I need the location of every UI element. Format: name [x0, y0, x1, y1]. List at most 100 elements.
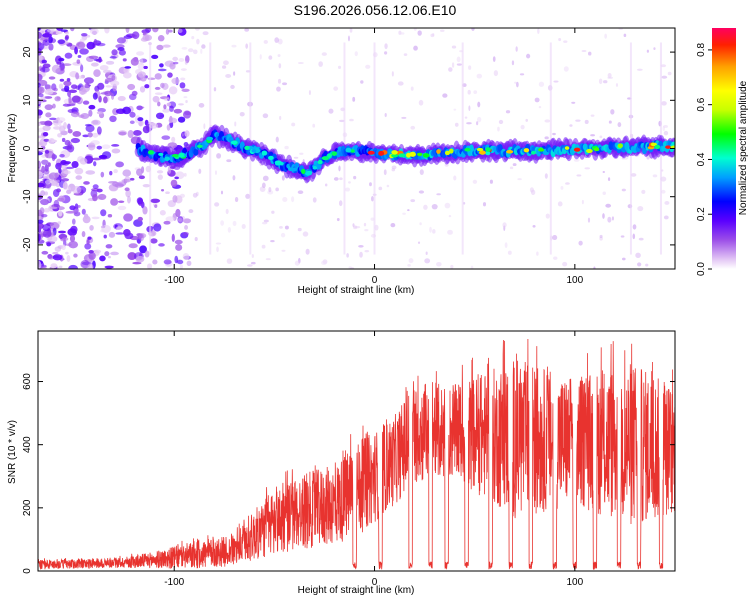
spectrogram-speckle [653, 47, 656, 50]
spectrogram-noise-blob [116, 226, 123, 230]
spectrogram-noise-blob [72, 130, 82, 137]
spectrogram-noise-blob [172, 61, 179, 65]
spectrogram-speckle [538, 105, 542, 109]
colorbar-tick-label: 0.4 [696, 152, 707, 166]
spectrogram-trace-peak [476, 147, 484, 152]
spectrogram-noise-blob [123, 72, 132, 79]
spectrogram-speckle [560, 186, 564, 190]
spectrogram-speckle [605, 203, 612, 208]
spectrogram-speckle [349, 28, 353, 33]
spectrogram-noise-blob [131, 90, 138, 96]
spectrogram-speckle [621, 188, 626, 192]
colorbar-label: Normalized spectral amplitude [738, 80, 749, 215]
spectrogram-speckle [607, 177, 611, 181]
spectrogram-trace-peak [230, 140, 238, 145]
spectrogram-noise-blob [105, 85, 113, 88]
spectrogram-noise-blob [170, 179, 178, 188]
spectrogram-noise-blob [112, 181, 119, 187]
spectrogram-speckle [505, 110, 511, 114]
spectrogram-speckle [607, 76, 614, 79]
spectrogram-noise-blob [75, 175, 83, 180]
spectrogram-speckle [268, 186, 272, 193]
spectrogram-speckle [177, 28, 183, 34]
spectrogram-noise-blob [47, 235, 58, 243]
colorbar-tick-label: 0.0 [696, 262, 707, 276]
spectrogram-speckle [262, 175, 269, 182]
spectrogram-speckle [636, 68, 643, 71]
spectrogram-noise-blob [72, 218, 76, 225]
spectrogram-speckle [225, 74, 232, 78]
spectrogram-speckle [293, 156, 299, 159]
spectrogram-noise-blob [122, 58, 127, 62]
spectrogram-speckle [563, 66, 569, 72]
spectrogram-noise-blob [138, 233, 145, 241]
spectrogram-noise-blob [177, 259, 184, 265]
spectrogram-noise-blob [69, 234, 76, 243]
spectrogram-noise-blob [105, 244, 113, 249]
spectrogram-noise-blob [109, 170, 113, 176]
spectrogram-noise-blob [125, 189, 131, 198]
spectrogram-noise-blob [68, 264, 78, 269]
spectrogram-noise-blob [85, 124, 95, 133]
spectrogram-noise-blob [158, 243, 165, 247]
spectrogram-noise-blob [181, 88, 190, 92]
spectrogram-noise-blob [124, 187, 130, 192]
spectrogram-speckle [552, 132, 556, 136]
spectrogram-noise-blob [47, 162, 51, 167]
spectrogram-noise-blob [86, 239, 90, 245]
spectrogram-speckle [371, 196, 374, 202]
spectrogram-noise-blob [104, 251, 110, 257]
spectrogram-noise-blob [96, 145, 103, 150]
spectrogram-noise-blob [169, 115, 173, 124]
spectrogram-noise-blob [100, 229, 105, 233]
spectrogram-speckle [291, 122, 296, 127]
spectrogram-noise-blob [77, 204, 81, 208]
spectrogram-noise-blob [117, 205, 127, 211]
spectrogram-noise-blob [40, 66, 50, 73]
spectrogram-noise-blob [80, 64, 84, 73]
spectrogram-noise-blob [68, 240, 79, 249]
spectrogram-speckle [263, 40, 268, 44]
spectrogram-noise-blob [48, 36, 53, 44]
spectrogram-noise-blob [96, 126, 102, 135]
spectrogram-noise-blob [44, 104, 54, 111]
spectrogram-noise-blob [84, 123, 92, 127]
snr-x-label: Height of straight line (km) [298, 585, 415, 596]
spectrogram-x-ticks: -100 0 100 [164, 28, 584, 286]
spectrogram-speckle [407, 209, 410, 212]
spectrogram-noise-blob [154, 204, 158, 208]
spectrogram-speckle [425, 251, 428, 256]
spectrogram-noise-blob [175, 208, 181, 218]
spectrogram-noise-blob [68, 98, 73, 105]
spectrogram-noise-blob [58, 83, 64, 90]
spectrogram-noise-blob [92, 92, 98, 100]
spectrogram-speckle [511, 60, 515, 66]
spectrogram-speckle [661, 75, 668, 79]
spectrogram-speckle [241, 224, 246, 230]
spectrogram-speckle [263, 219, 269, 223]
spectrogram-noise-blob [98, 154, 108, 159]
spectrogram-speckle [383, 169, 387, 176]
spectrogram-noise-blob [38, 93, 44, 98]
spectrogram-speckle [456, 56, 461, 63]
spectrogram-speckle [408, 258, 414, 264]
spectrogram-speckle [401, 116, 407, 119]
spectrogram-speckle [515, 46, 518, 52]
spectrogram-noise-blob [132, 129, 142, 136]
spectrogram-noise-blob [88, 55, 99, 59]
spectrogram-speckle [552, 235, 558, 241]
spectrogram-noise-blob [168, 86, 178, 95]
spectrogram-noise-blob [107, 214, 113, 218]
spectrogram-speckle [391, 165, 397, 170]
spectrogram-speckle [417, 241, 421, 245]
spectrogram-speckle [432, 32, 435, 37]
spectrogram-speckle [268, 55, 273, 60]
spectrogram-speckle [360, 80, 364, 84]
spectrogram-noise-blob [69, 205, 76, 211]
spectrogram-noise-blob [64, 85, 70, 93]
spectrogram-noise-blob [85, 170, 96, 175]
spectrogram-noise-blob [123, 213, 133, 222]
spectrogram-noise-blob [104, 265, 114, 269]
spectrogram-noise-blob [50, 263, 58, 269]
spectrogram-speckle [646, 49, 649, 53]
